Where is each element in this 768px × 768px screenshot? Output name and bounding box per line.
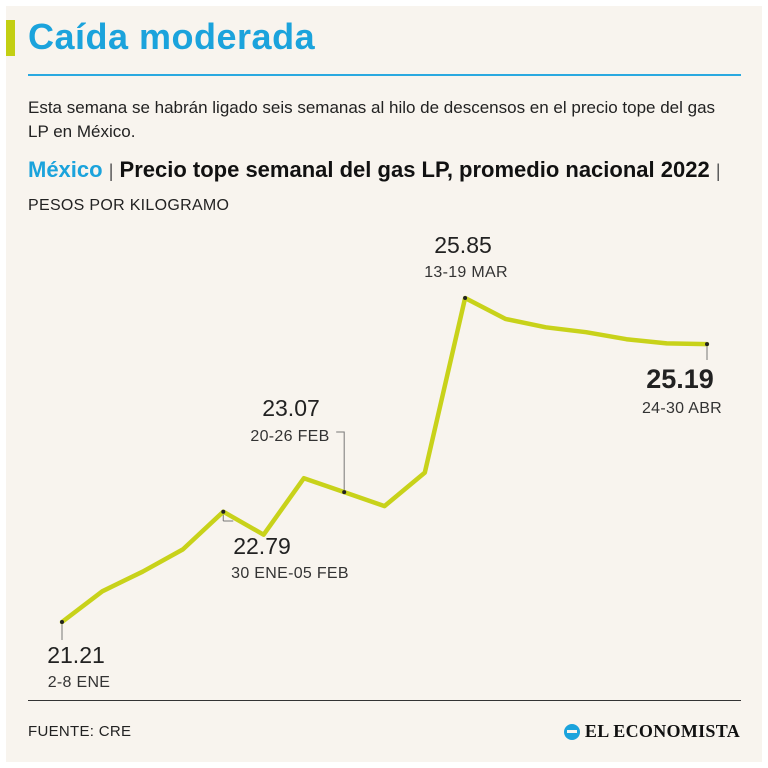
data-point-10: [463, 296, 468, 300]
data-point-7: [342, 490, 347, 495]
price-series-line: [59, 295, 710, 625]
data-label-value: 21.21: [47, 642, 105, 668]
footer-divider: [28, 700, 741, 701]
source-note: FUENTE: CRE: [28, 723, 132, 740]
data-point-4: [221, 509, 226, 514]
chart-title: Precio tope semanal del gas LP, promedio…: [119, 157, 710, 182]
leader-line: [336, 431, 345, 493]
data-point-0: [60, 620, 64, 624]
data-label-week: 20-26 FEB: [250, 428, 329, 445]
title-divider: [28, 74, 741, 76]
data-points: [60, 296, 709, 624]
subtitle: Esta semana se habrán ligado seis semana…: [28, 98, 716, 141]
annotation-leaders: [61, 344, 708, 640]
header-separator: |: [108, 161, 114, 181]
data-label-value: 25.19: [646, 364, 714, 394]
data-label-value: 25.85: [434, 232, 492, 258]
brand-name: EL ECONOMISTA: [584, 721, 740, 741]
data-label-week: 30 ENE-05 FEB: [231, 565, 349, 582]
data-label-week: 24-30 ABR: [642, 400, 722, 417]
data-point-16: [705, 342, 709, 347]
annotation-labels: 21.21 2-8 ENE 22.79 30 ENE-05 FEB 23.07 20-26…: [47, 232, 722, 691]
data-label-week: 2-8 ENE: [48, 674, 111, 691]
infographic-panel: [6, 6, 762, 762]
chart-unit: PESOS POR KILOGRAMO: [28, 197, 230, 214]
data-label-value: 22.79: [233, 533, 291, 559]
chart-country: México: [28, 157, 103, 182]
chart-header: México | Precio tope semanal del gas LP,…: [28, 154, 740, 222]
title-accent-bar: [6, 20, 15, 56]
unit-separator: |: [715, 161, 721, 181]
page-title: Caída moderada: [28, 16, 316, 57]
data-label-value: 23.07: [262, 395, 320, 421]
data-label-week: 13-19 MAR: [424, 264, 508, 281]
brand-icon: [563, 723, 580, 740]
brand-logo: EL ECONOMISTA: [563, 721, 740, 742]
